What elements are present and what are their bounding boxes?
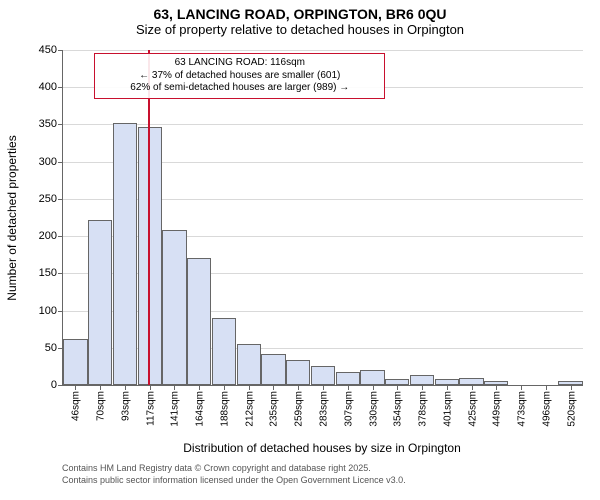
histogram-bar	[336, 372, 360, 385]
y-tick-label: 300	[39, 156, 63, 168]
x-tick-mark	[298, 385, 299, 390]
histogram-bar	[113, 123, 137, 385]
x-tick-mark	[447, 385, 448, 390]
y-tick-label: 0	[51, 379, 63, 391]
x-tick-label: 188sqm	[217, 391, 230, 427]
chart-subtitle: Size of property relative to detached ho…	[0, 22, 600, 41]
x-tick-label: 330sqm	[366, 391, 379, 427]
x-tick-label: 46sqm	[69, 391, 82, 421]
y-tick-label: 350	[39, 118, 63, 130]
x-tick-mark	[224, 385, 225, 390]
histogram-bar	[261, 354, 285, 385]
histogram-bar	[286, 360, 310, 385]
x-tick-mark	[100, 385, 101, 390]
histogram-bar	[162, 230, 186, 385]
y-tick-label: 150	[39, 267, 63, 279]
x-tick-mark	[521, 385, 522, 390]
y-tick-label: 400	[39, 81, 63, 93]
annotation-line: 62% of semi-detached houses are larger (…	[101, 82, 378, 95]
x-tick-mark	[273, 385, 274, 390]
y-axis-label: Number of detached properties	[5, 135, 19, 300]
footer-attribution: Contains HM Land Registry data © Crown c…	[62, 463, 406, 486]
chart-container: 63, LANCING ROAD, ORPINGTON, BR6 0QU Siz…	[0, 0, 600, 500]
x-tick-label: 259sqm	[292, 391, 305, 427]
histogram-bar	[410, 375, 434, 385]
histogram-bar	[187, 258, 211, 385]
x-tick-mark	[472, 385, 473, 390]
x-tick-mark	[75, 385, 76, 390]
x-tick-label: 141sqm	[168, 391, 181, 427]
x-tick-mark	[174, 385, 175, 390]
x-tick-label: 496sqm	[539, 391, 552, 427]
annotation-box: 63 LANCING ROAD: 116sqm← 37% of detached…	[94, 53, 385, 99]
x-tick-label: 354sqm	[391, 391, 404, 427]
x-tick-mark	[496, 385, 497, 390]
histogram-bar	[459, 378, 483, 385]
x-tick-label: 449sqm	[490, 391, 503, 427]
x-tick-label: 473sqm	[515, 391, 528, 427]
x-tick-mark	[422, 385, 423, 390]
y-tick-label: 50	[45, 342, 63, 354]
x-tick-mark	[199, 385, 200, 390]
y-tick-label: 200	[39, 230, 63, 242]
x-tick-mark	[323, 385, 324, 390]
x-tick-mark	[397, 385, 398, 390]
x-tick-mark	[125, 385, 126, 390]
x-tick-label: 70sqm	[94, 391, 107, 421]
x-tick-mark	[546, 385, 547, 390]
annotation-line: ← 37% of detached houses are smaller (60…	[101, 70, 378, 83]
annotation-line: 63 LANCING ROAD: 116sqm	[101, 57, 378, 70]
histogram-bar	[212, 318, 236, 385]
footer-line-1: Contains HM Land Registry data © Crown c…	[62, 463, 406, 475]
plot-area: 05010015020025030035040045046sqm70sqm93s…	[62, 50, 583, 386]
x-tick-label: 378sqm	[416, 391, 429, 427]
x-tick-label: 401sqm	[440, 391, 453, 427]
x-tick-label: 283sqm	[317, 391, 330, 427]
y-tick-label: 450	[39, 44, 63, 56]
histogram-bar	[360, 370, 384, 385]
x-tick-mark	[373, 385, 374, 390]
x-tick-mark	[150, 385, 151, 390]
x-axis-label: Distribution of detached houses by size …	[62, 441, 582, 455]
x-tick-label: 212sqm	[242, 391, 255, 427]
property-marker-line	[148, 50, 150, 385]
x-tick-label: 235sqm	[267, 391, 280, 427]
x-tick-mark	[348, 385, 349, 390]
gridline	[63, 124, 583, 125]
footer-line-2: Contains public sector information licen…	[62, 475, 406, 487]
chart-title: 63, LANCING ROAD, ORPINGTON, BR6 0QU	[0, 0, 600, 22]
x-tick-label: 164sqm	[193, 391, 206, 427]
y-tick-label: 250	[39, 193, 63, 205]
histogram-bar	[237, 344, 261, 385]
histogram-bar	[311, 366, 335, 385]
x-tick-mark	[571, 385, 572, 390]
x-tick-mark	[249, 385, 250, 390]
x-tick-label: 117sqm	[143, 391, 156, 426]
x-tick-label: 307sqm	[341, 391, 354, 427]
x-tick-label: 93sqm	[118, 391, 131, 421]
x-tick-label: 520sqm	[564, 391, 577, 427]
y-tick-label: 100	[39, 305, 63, 317]
histogram-bar	[63, 339, 87, 385]
gridline	[63, 50, 583, 51]
x-tick-label: 425sqm	[465, 391, 478, 427]
histogram-bar	[88, 220, 112, 385]
